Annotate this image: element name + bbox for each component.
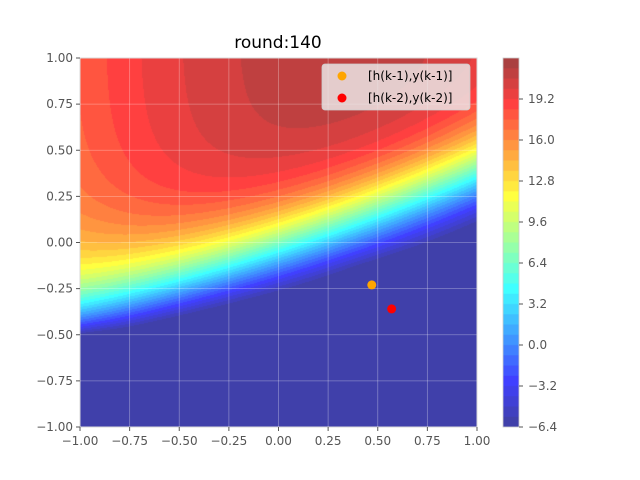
legend: [h(k-1),y(k-1)] [h(k-2),y(k-2)] [321,63,471,111]
data-points [367,280,397,314]
x-tick-label: 0.00 [265,434,292,448]
y-tick-label: 0.00 [46,236,73,250]
contour-field [80,58,477,427]
y-tick-label: 0.75 [46,97,73,111]
y-tick-label: −1.00 [36,420,73,434]
colorbar-tick-label: 16.0 [528,133,555,147]
colorbar-ticks: −6.4 −3.2 0.0 3.2 6.4 9.6 12.8 16.0 19.2 [519,92,557,434]
x-tick-label: −0.50 [161,434,198,448]
colorbar-frame [502,57,520,428]
x-tick-label: −1.00 [62,434,99,448]
colorbar-tick-label: −3.2 [528,379,557,393]
y-axis: −1.00 −0.75 −0.50 −0.25 0.00 0.25 0.50 0.75 1.00 [36,51,80,434]
legend-marker-1 [337,71,347,81]
y-tick-label: −0.25 [36,282,73,296]
chart-title: round:140 [234,33,322,53]
x-tick-label: 0.75 [414,434,441,448]
data-point-series-2 [387,304,397,314]
y-tick-label: 0.50 [46,143,73,157]
x-tick-label: 0.50 [364,434,391,448]
y-tick-label: 1.00 [46,51,73,65]
data-point-series-1 [367,280,377,290]
x-tick-label: 1.00 [464,434,491,448]
y-tick-label: 0.25 [46,189,73,203]
colorbar-tick-label: 9.6 [528,215,547,229]
legend-label-2: [h(k-2),y(k-2)] [368,91,452,105]
colorbar: −6.4 −3.2 0.0 3.2 6.4 9.6 12.8 16.0 19.2 [502,57,557,434]
legend-label-1: [h(k-1),y(k-1)] [368,69,452,83]
colorbar-tick-label: 3.2 [528,297,547,311]
colorbar-tick-label: 19.2 [528,92,555,106]
x-tick-label: −0.25 [210,434,247,448]
colorbar-tick-label: −6.4 [528,420,557,434]
colorbar-gradient [503,58,519,427]
legend-box [321,63,471,111]
x-tick-label: 0.25 [315,434,342,448]
colorbar-tick-label: 12.8 [528,174,555,188]
x-tick-label: −0.75 [111,434,148,448]
y-tick-label: −0.75 [36,374,73,388]
x-axis: −1.00 −0.75 −0.50 −0.25 0.00 0.25 0.50 0.75 1.00 [62,427,491,448]
colorbar-tick-label: 6.4 [528,256,547,270]
plot-area [79,57,478,428]
y-tick-label: −0.50 [36,328,73,342]
colorbar-tick-label: 0.0 [528,338,547,352]
legend-marker-2 [337,93,347,103]
